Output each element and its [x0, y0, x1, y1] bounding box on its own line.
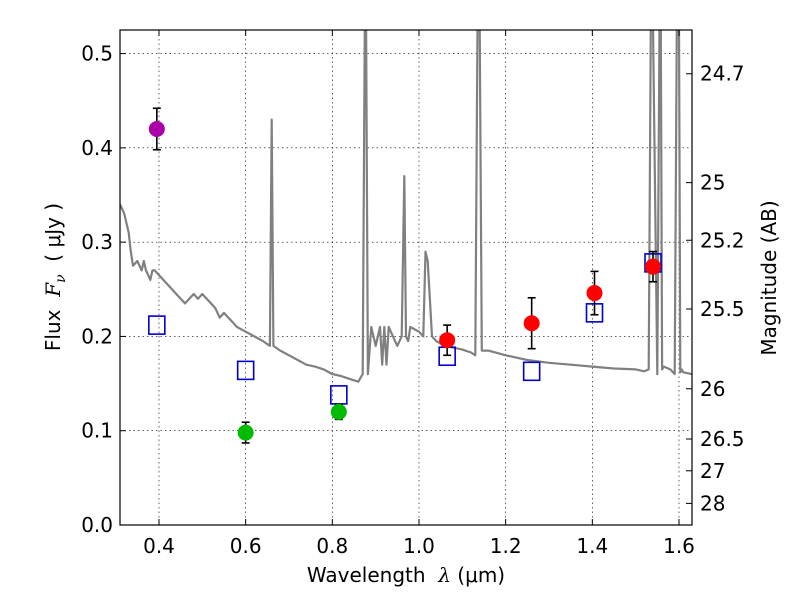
y-tick-label: 0.1	[81, 419, 113, 443]
series-layer	[120, 30, 692, 444]
x-tick-label: 0.6	[230, 534, 262, 558]
observed-flux-point	[645, 258, 661, 275]
observed-flux-point	[586, 285, 603, 302]
ticks: 0.4 0.6 0.8 1.0 1.2 1.4 1.6 0.0 0.1 0.2 0.3 0.4 0.5 2…	[81, 30, 745, 558]
plot-frame	[119, 29, 693, 526]
y2-tick-label: 25	[700, 171, 725, 195]
y2-tick-label: 27	[700, 459, 725, 483]
model-flux-marker	[236, 360, 255, 381]
y2-tick-label: 25.2	[700, 228, 745, 252]
y-tick-label: 0.4	[81, 136, 113, 160]
x-tick-label: 1.2	[490, 534, 522, 558]
x-axis-label: Wavelength λ (μm)	[307, 563, 505, 587]
x-tick-label: 1.0	[403, 534, 435, 558]
x-tick-label: 0.4	[143, 534, 175, 558]
y-axis-label: Flux Fν ( μJy )	[41, 203, 69, 351]
y2-tick-label: 25.5	[700, 297, 745, 321]
y2-tick-label: 24.7	[700, 62, 745, 86]
model-flux-marker	[330, 385, 348, 405]
observed-flux-point	[330, 403, 347, 420]
x-tick-label: 0.8	[316, 534, 348, 558]
y2-tick-label: 26.5	[700, 427, 745, 451]
observed-flux-point	[148, 121, 165, 137]
y-tick-label: 0.0	[81, 513, 113, 537]
y2-axis-label: Magnitude (AB)	[757, 200, 781, 355]
observed-flux-point	[523, 315, 540, 332]
model-flux-marker	[522, 361, 541, 382]
observed-flux-point	[439, 332, 456, 349]
y-tick-label: 0.3	[81, 230, 113, 254]
x-tick-label: 1.6	[663, 534, 695, 558]
y2-tick-label: 28	[700, 491, 725, 515]
observed-flux-point	[237, 424, 254, 441]
y-tick-label: 0.5	[81, 42, 113, 66]
y2-tick-label: 26	[700, 377, 725, 401]
sed-template-line	[120, 30, 692, 383]
y-tick-label: 0.2	[81, 324, 113, 348]
model-flux-marker	[148, 315, 166, 335]
x-tick-label: 1.4	[576, 534, 608, 558]
